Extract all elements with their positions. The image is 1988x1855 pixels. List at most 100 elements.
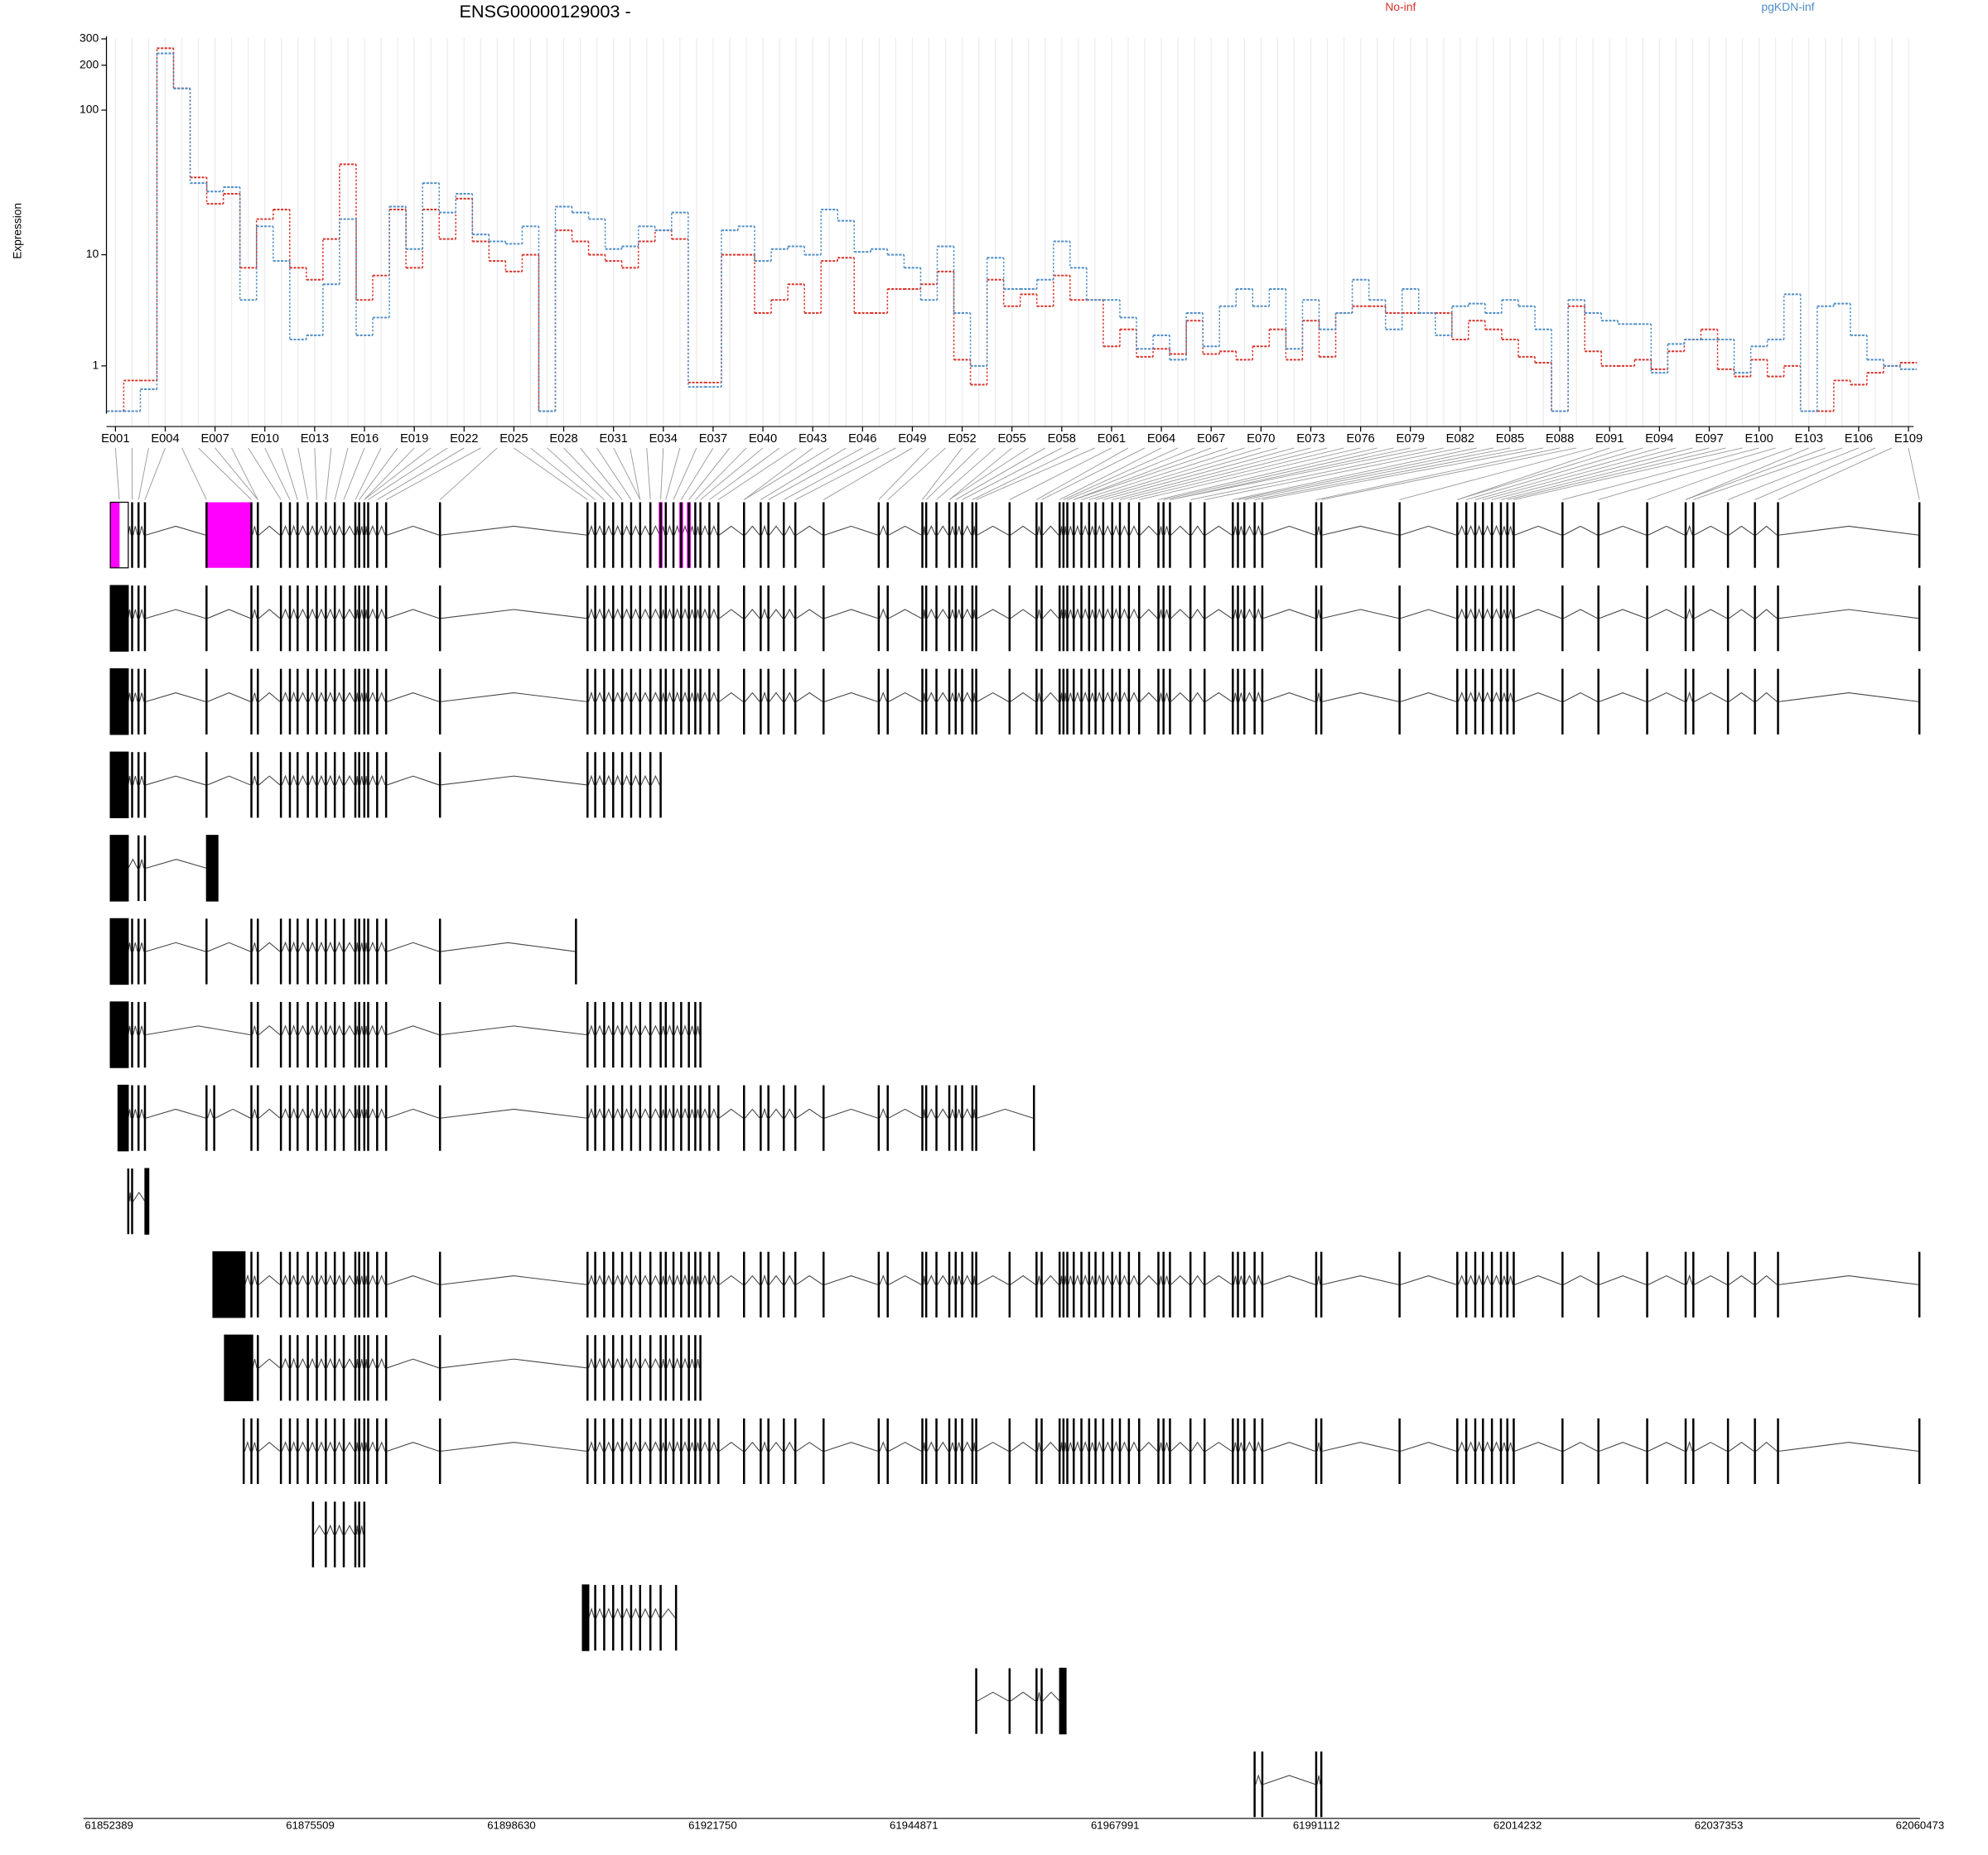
intron bbox=[784, 691, 795, 702]
intron bbox=[441, 1108, 587, 1119]
exon bbox=[586, 585, 589, 652]
intron bbox=[133, 526, 138, 536]
exon bbox=[886, 1251, 889, 1318]
intron bbox=[355, 1359, 359, 1368]
exon bbox=[948, 585, 951, 652]
exon bbox=[1754, 585, 1756, 652]
exon bbox=[954, 1085, 958, 1151]
intron bbox=[1648, 525, 1685, 536]
exon bbox=[1777, 1251, 1779, 1318]
exon bbox=[877, 1251, 881, 1318]
y-tick-label: 300 bbox=[80, 31, 99, 45]
connector-line bbox=[1009, 447, 1112, 500]
intron bbox=[588, 1440, 595, 1452]
connector-line bbox=[1063, 447, 1179, 500]
intron bbox=[387, 609, 440, 619]
intron bbox=[146, 942, 206, 952]
exon bbox=[924, 502, 928, 568]
intron bbox=[1140, 1441, 1158, 1452]
exon bbox=[367, 1251, 369, 1318]
exon bbox=[1918, 1418, 1921, 1484]
intron bbox=[824, 1275, 878, 1285]
exon bbox=[1506, 668, 1508, 735]
intron bbox=[138, 942, 145, 952]
intron bbox=[369, 941, 377, 952]
exon bbox=[1398, 1251, 1401, 1318]
connector-line bbox=[1041, 447, 1146, 500]
intron bbox=[879, 608, 887, 619]
exon bbox=[961, 1418, 963, 1484]
exon bbox=[975, 1251, 977, 1318]
exon bbox=[717, 1251, 720, 1318]
intron bbox=[1037, 609, 1041, 619]
intron bbox=[378, 1024, 386, 1035]
exon bbox=[297, 585, 299, 652]
exon bbox=[1237, 668, 1239, 735]
y-axis-label: Expression bbox=[10, 203, 23, 259]
exon bbox=[717, 668, 720, 735]
exon bbox=[325, 1085, 327, 1151]
intron bbox=[1484, 608, 1492, 619]
connector-line bbox=[1685, 447, 1826, 500]
exon bbox=[342, 918, 345, 985]
intron bbox=[359, 526, 364, 536]
exon bbox=[1646, 502, 1648, 568]
exon bbox=[250, 1251, 253, 1318]
exon bbox=[1062, 502, 1065, 568]
intron bbox=[138, 859, 145, 869]
intron bbox=[613, 608, 622, 619]
intron bbox=[1648, 609, 1685, 619]
exon bbox=[699, 1001, 702, 1068]
intron bbox=[1042, 1274, 1059, 1285]
exon bbox=[1189, 585, 1192, 652]
intron bbox=[1074, 1440, 1081, 1452]
exon bbox=[823, 502, 825, 568]
intron bbox=[1648, 1442, 1685, 1452]
intron bbox=[387, 525, 440, 536]
exon bbox=[325, 668, 327, 735]
exon bbox=[205, 502, 208, 568]
intron bbox=[355, 1442, 359, 1452]
exon bbox=[1315, 1418, 1318, 1484]
exon bbox=[935, 502, 938, 568]
intron bbox=[290, 1357, 297, 1368]
intron bbox=[364, 526, 368, 536]
exon bbox=[288, 1001, 292, 1068]
exon bbox=[699, 585, 702, 652]
intron bbox=[290, 608, 297, 619]
intron bbox=[326, 774, 335, 786]
intron bbox=[1599, 525, 1647, 536]
exon bbox=[1237, 1251, 1239, 1318]
exon bbox=[1058, 585, 1061, 652]
intron bbox=[622, 1024, 631, 1035]
intron bbox=[1129, 525, 1139, 536]
intron bbox=[369, 1024, 377, 1035]
intron bbox=[1686, 1274, 1693, 1285]
connector-line bbox=[1170, 447, 1411, 500]
intron bbox=[1694, 691, 1728, 702]
exon bbox=[1237, 1418, 1239, 1484]
intron bbox=[719, 609, 744, 619]
exon bbox=[659, 752, 662, 818]
connector-line bbox=[1647, 447, 1793, 500]
exon bbox=[1169, 1251, 1171, 1318]
connector-line bbox=[314, 447, 317, 500]
highlighted-exon bbox=[110, 502, 120, 568]
intron bbox=[1205, 609, 1233, 619]
exon bbox=[1242, 668, 1246, 735]
exon bbox=[1499, 1418, 1503, 1484]
intron bbox=[719, 1442, 744, 1452]
exon bbox=[921, 668, 924, 735]
connector-line bbox=[364, 447, 432, 500]
exon bbox=[794, 668, 797, 735]
exon bbox=[659, 1418, 662, 1484]
intron bbox=[696, 526, 700, 536]
connector-line bbox=[794, 447, 896, 500]
exon bbox=[620, 668, 624, 735]
exon bbox=[680, 1335, 683, 1401]
exon bbox=[639, 1085, 642, 1151]
exon bbox=[594, 1418, 596, 1484]
intron bbox=[138, 776, 145, 785]
intron bbox=[1238, 609, 1244, 619]
exon bbox=[694, 1418, 697, 1484]
